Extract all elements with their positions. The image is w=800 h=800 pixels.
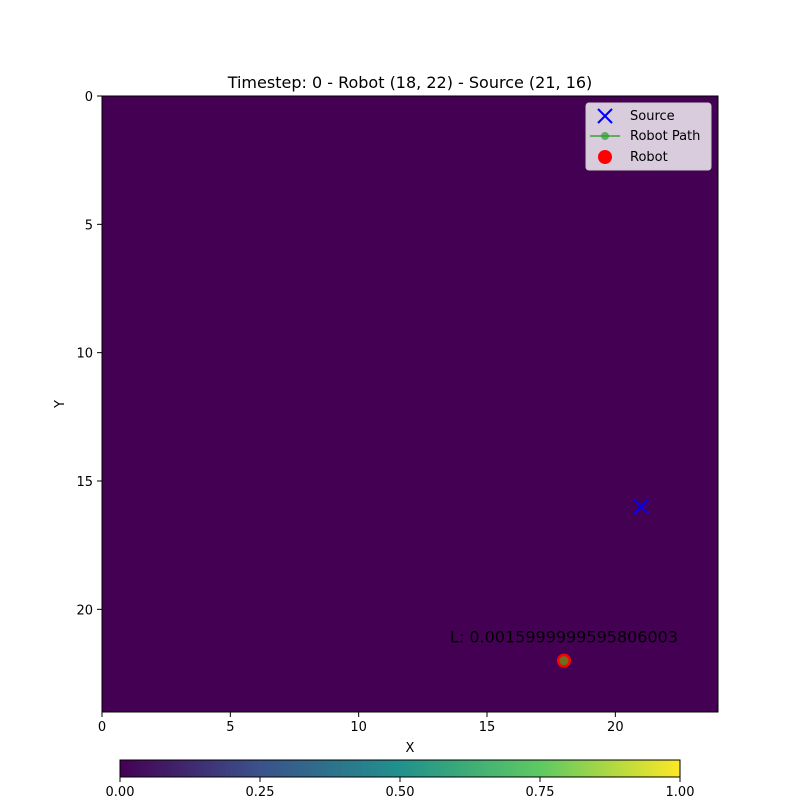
y-tick-label: 5 — [85, 218, 93, 233]
x-axis-label: X — [406, 741, 415, 756]
source-marker — [633, 498, 649, 515]
colorbar-tick-label: 0.00 — [106, 785, 135, 800]
y-tick-label: 15 — [76, 475, 93, 490]
x-tick-label: 20 — [607, 720, 624, 735]
x-axis: 0 5 10 15 20 — [98, 712, 624, 735]
chart-title: Timestep: 0 - Robot (18, 22) - Source (2… — [227, 73, 593, 92]
data-marks — [557, 498, 649, 668]
legend-marker-source — [597, 108, 613, 124]
legend-label-robot-path: Robot Path — [630, 129, 700, 144]
x-tick-label: 5 — [226, 720, 234, 735]
colorbar-tick-label: 0.50 — [386, 785, 415, 800]
legend-marker-robot-path — [590, 132, 620, 140]
y-tick-label: 20 — [76, 603, 93, 618]
y-axis-label: Y — [53, 400, 68, 409]
y-tick-label: 10 — [76, 347, 93, 362]
legend: Source Robot Path Robot — [585, 102, 712, 171]
x-tick-label: 0 — [98, 720, 106, 735]
axes-frame — [101, 95, 719, 713]
legend-label-robot: Robot — [630, 150, 668, 165]
x-tick-label: 10 — [350, 720, 367, 735]
y-axis: 0 5 10 15 20 — [76, 90, 102, 618]
x-tick-label: 15 — [479, 720, 496, 735]
colorbar-tick-label: 0.25 — [246, 785, 275, 800]
heatmap-field — [102, 96, 718, 712]
colorbar-tick-label: 0.75 — [526, 785, 555, 800]
y-tick-label: 0 — [85, 90, 93, 105]
legend-box — [585, 102, 712, 171]
colorbar — [119, 759, 681, 778]
colorbar-tick-label: 1.00 — [666, 785, 695, 800]
loss-annotation: L: 0.0015999999595806003 — [450, 628, 678, 647]
robot-path-point — [559, 656, 569, 666]
legend-label-source: Source — [630, 109, 675, 124]
legend-marker-robot — [598, 150, 612, 164]
colorbar-ticks: 0.00 0.25 0.50 0.75 1.00 — [106, 777, 695, 800]
